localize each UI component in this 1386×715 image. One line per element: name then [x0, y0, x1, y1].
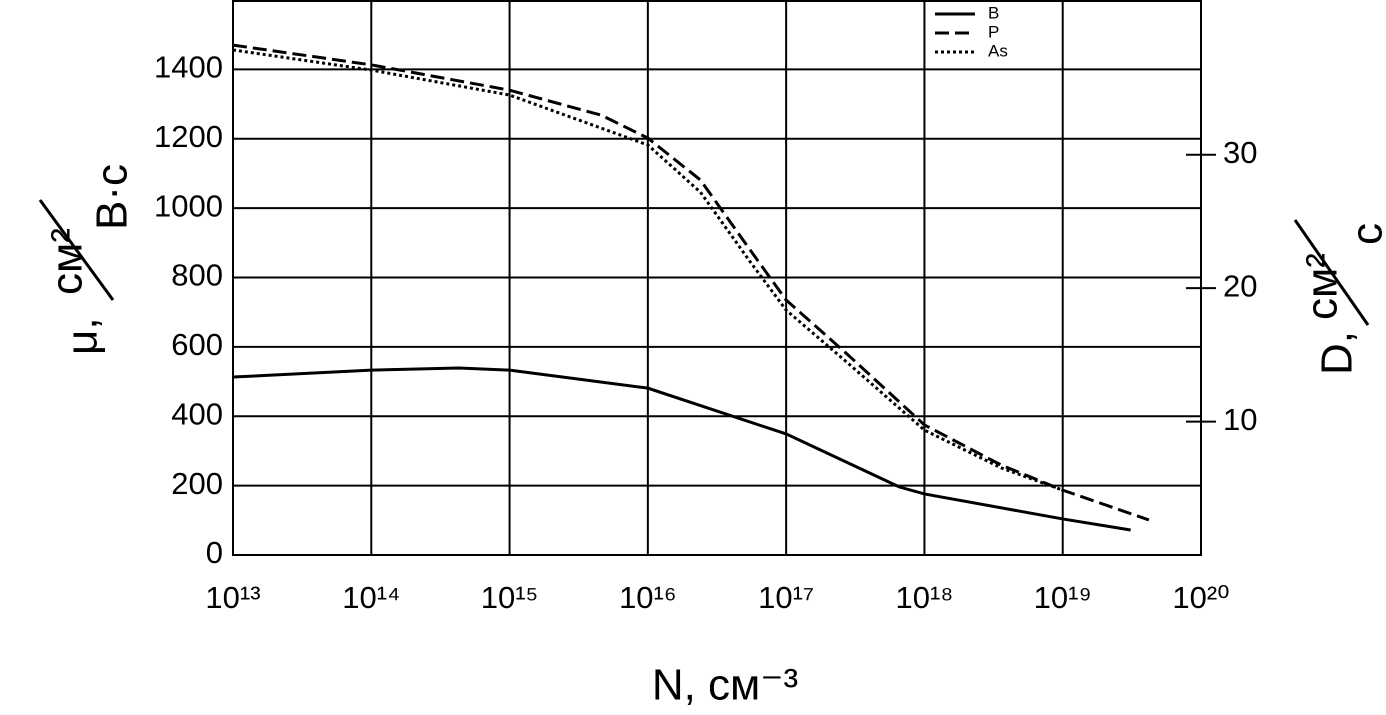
x-tick-label: 10¹⁹ [1034, 580, 1092, 615]
plot-frame [232, 0, 1202, 556]
y2-label-numerator: см² [1298, 253, 1347, 320]
legend-label: B [988, 3, 999, 22]
y-tick-label: 1000 [154, 188, 223, 223]
x-tick-label: 10¹⁸ [895, 580, 953, 615]
x-tick-label: 10¹⁶ [619, 580, 677, 615]
legend-label: As [988, 41, 1008, 60]
y-tick-label: 200 [171, 466, 223, 501]
x-axis-label: N, см⁻³ [652, 661, 798, 710]
y-axis-label: μ, см² В·с [38, 164, 137, 355]
fraction-bar [38, 199, 115, 301]
x-tick-label: 10²⁰ [1172, 580, 1229, 615]
y-tick-label: 0 [206, 535, 223, 570]
y2-tick-label: 30 [1223, 135, 1257, 170]
y2-label-symbol: D, [1313, 331, 1362, 375]
line [232, 43, 1150, 522]
fraction-bar [1293, 219, 1370, 326]
y2-tick-label: 10 [1223, 402, 1257, 437]
x-tick-label: 10¹⁵ [481, 580, 539, 615]
y2-label-denominator: с [1343, 223, 1386, 245]
y2-tick-label: 20 [1223, 268, 1257, 303]
y-tick-label: 1400 [154, 50, 223, 85]
y-label-symbol: μ, [58, 317, 107, 355]
y-label-denominator: В·с [88, 164, 137, 230]
y2-axis-label: D, см² с [1293, 219, 1386, 375]
y-tick-label: 800 [171, 258, 223, 293]
y-tick-label: 1200 [154, 119, 223, 154]
x-tick-label: 10¹⁷ [758, 580, 814, 615]
x-tick-label: 10¹⁴ [342, 580, 400, 615]
x-tick-label: 10¹³ [205, 580, 260, 615]
legend-label: P [988, 22, 999, 41]
line [232, 366, 1131, 532]
line [232, 48, 1064, 492]
y-tick-label: 400 [171, 396, 223, 431]
y-tick-label: 600 [171, 327, 223, 362]
